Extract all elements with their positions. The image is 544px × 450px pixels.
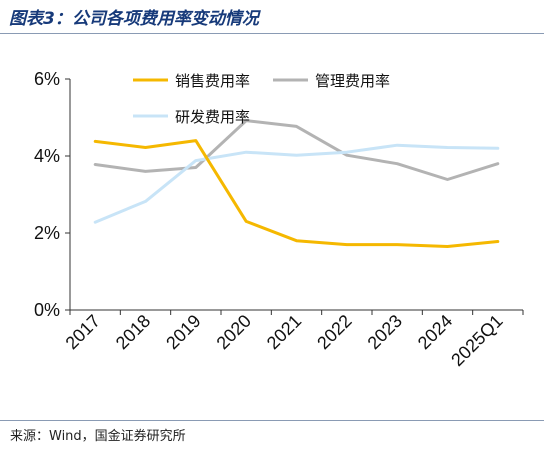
x-tick-label: 2022 bbox=[313, 311, 355, 353]
y-tick-label: 6% bbox=[34, 69, 60, 89]
y-tick-label: 4% bbox=[34, 146, 60, 166]
series-lines bbox=[93, 119, 500, 248]
title-divider bbox=[0, 33, 544, 34]
chart-title: 图表3：公司各项费用率变动情况 bbox=[9, 9, 259, 29]
series-line bbox=[93, 139, 500, 248]
x-tick-label: 2020 bbox=[213, 311, 255, 353]
x-tick-label: 2019 bbox=[162, 311, 204, 353]
x-tick-label: 2021 bbox=[263, 311, 305, 353]
source-divider bbox=[0, 420, 544, 421]
legend-label: 研发费用率 bbox=[175, 108, 250, 126]
source-note: 来源：Wind，国金证券研究所 bbox=[10, 429, 186, 444]
x-tick-label: 2025Q1 bbox=[447, 311, 506, 370]
y-tick-label: 2% bbox=[34, 223, 60, 243]
x-tick-label: 2017 bbox=[62, 311, 104, 353]
x-tick-label: 2024 bbox=[414, 311, 456, 353]
legend-label: 管理费用率 bbox=[315, 72, 390, 90]
x-tick-label: 2023 bbox=[364, 311, 406, 353]
axes: 0% 2% 4% 6% 2017 2018 2019 2020 2021 2022 2023 2024… bbox=[34, 69, 524, 370]
x-tick-label: 2018 bbox=[112, 311, 154, 353]
series-line bbox=[93, 119, 500, 181]
line-chart: 0% 2% 4% 6% 2017 2018 2019 2020 2021 2022 2023 2024… bbox=[34, 69, 524, 370]
y-tick-label: 0% bbox=[34, 300, 60, 320]
series-line bbox=[93, 143, 500, 224]
legend-label: 销售费用率 bbox=[175, 72, 250, 90]
